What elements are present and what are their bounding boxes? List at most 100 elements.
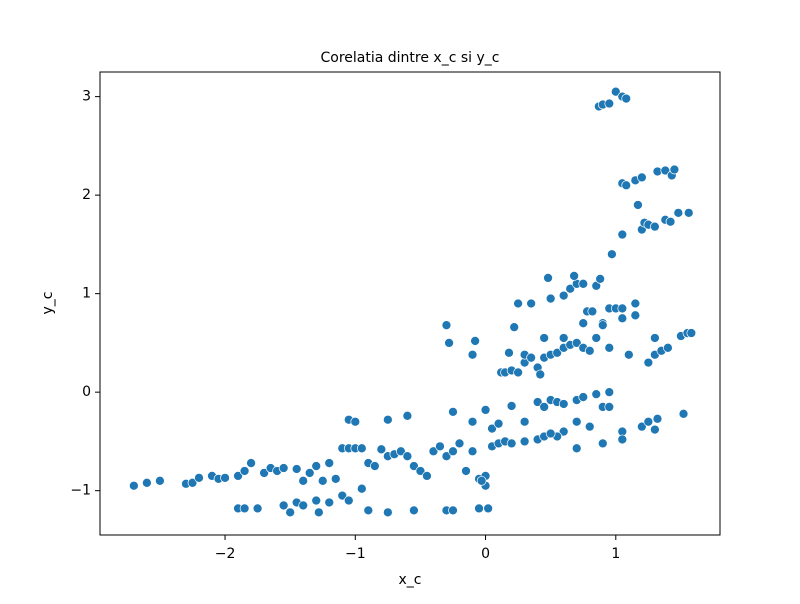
point: [350, 416, 361, 427]
point: [526, 352, 536, 363]
point: [142, 477, 152, 488]
point: [633, 200, 643, 210]
point: [444, 338, 454, 348]
point: [330, 473, 341, 484]
point: [607, 249, 617, 260]
point: [343, 495, 354, 506]
point: [591, 389, 602, 399]
point: [545, 293, 556, 304]
point: [376, 444, 387, 455]
point: [571, 443, 582, 454]
point: [402, 410, 413, 421]
point: [558, 399, 569, 409]
point: [604, 342, 615, 353]
x-tick-label: −2: [215, 546, 236, 562]
point: [324, 497, 335, 508]
point: [155, 475, 165, 486]
point: [584, 345, 595, 356]
point: [597, 320, 608, 331]
point: [483, 503, 494, 514]
point: [363, 505, 374, 516]
point: [369, 461, 380, 471]
point: [356, 443, 367, 454]
point: [448, 505, 458, 516]
point: [246, 458, 256, 468]
point: [673, 208, 684, 218]
point: [643, 416, 654, 427]
point: [506, 438, 517, 449]
point: [558, 333, 569, 343]
point: [324, 458, 335, 468]
point: [476, 475, 487, 486]
point: [650, 424, 660, 435]
point: [513, 367, 523, 378]
point: [617, 434, 628, 445]
point: [604, 387, 615, 398]
point: [650, 221, 660, 232]
point: [643, 357, 654, 368]
point: [506, 401, 517, 411]
point: [578, 278, 589, 289]
point: [493, 418, 504, 429]
point: [519, 416, 530, 427]
point: [239, 466, 250, 476]
x-tick-label: −1: [345, 546, 366, 562]
point: [454, 438, 465, 449]
x-tick-label: 0: [481, 546, 490, 562]
point: [630, 310, 641, 321]
point: [669, 164, 680, 175]
point: [636, 172, 647, 183]
point: [535, 369, 546, 380]
point: [422, 471, 432, 481]
point: [678, 408, 689, 419]
point: [441, 320, 452, 331]
point: [569, 271, 579, 281]
point: [665, 216, 676, 227]
point: [617, 313, 628, 324]
point: [311, 461, 322, 471]
point: [187, 477, 198, 488]
point: [220, 473, 230, 483]
point: [313, 507, 324, 518]
point: [259, 468, 269, 478]
point: [604, 98, 615, 109]
point: [591, 333, 602, 343]
point: [552, 347, 563, 358]
point: [565, 283, 576, 294]
point: [428, 446, 439, 457]
point: [513, 298, 523, 309]
plot-frame: [99, 71, 721, 536]
point: [587, 306, 598, 317]
point: [409, 461, 419, 471]
point: [448, 407, 458, 417]
point: [621, 93, 632, 104]
point: [291, 464, 302, 474]
point: [461, 466, 471, 476]
y-axis-label: y_c: [40, 292, 56, 315]
point: [311, 495, 322, 506]
point: [474, 503, 484, 514]
point: [663, 342, 673, 353]
point: [504, 347, 514, 358]
y-tick-label: 3: [82, 89, 91, 105]
point: [578, 318, 589, 329]
point: [467, 349, 478, 360]
point: [623, 349, 634, 360]
point: [519, 436, 530, 447]
point: [617, 229, 628, 240]
chart-title: Corelatia dintre x_c si y_c: [321, 50, 500, 66]
point: [545, 428, 556, 439]
point: [652, 413, 663, 424]
point: [571, 416, 582, 427]
point: [636, 421, 647, 432]
point: [129, 480, 139, 491]
y-tick-label: 2: [82, 187, 91, 203]
point: [239, 503, 250, 514]
point: [252, 503, 263, 514]
point: [383, 414, 393, 425]
point: [317, 475, 328, 486]
point: [543, 273, 553, 283]
point: [396, 446, 406, 457]
point: [298, 475, 309, 486]
